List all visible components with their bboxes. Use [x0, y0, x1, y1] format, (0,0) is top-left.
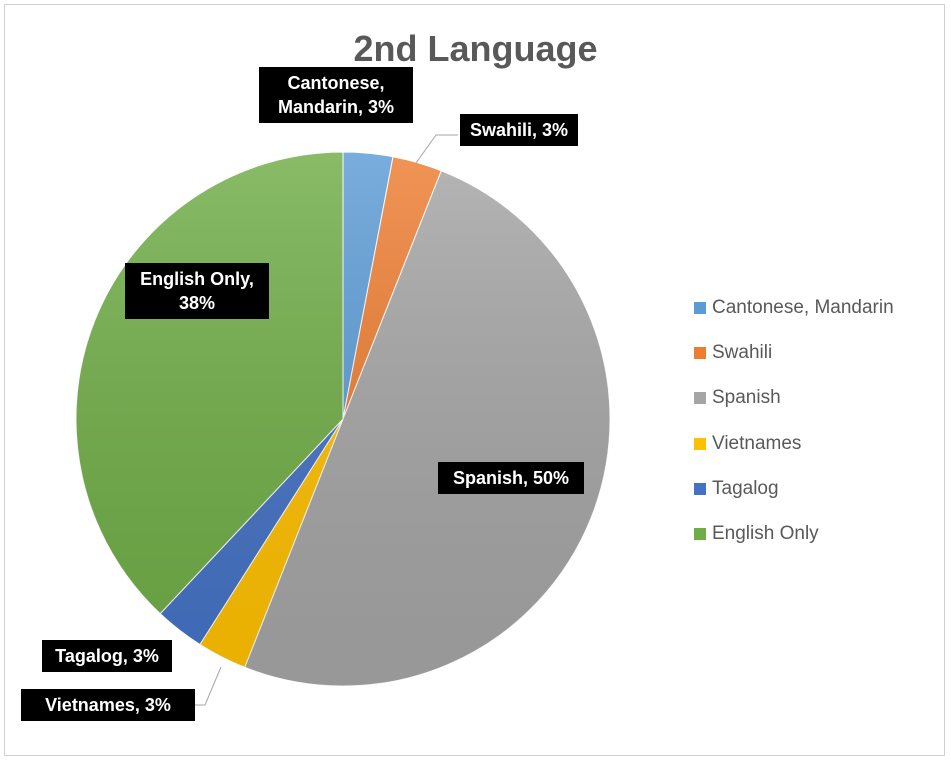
chart-title: 2nd Language: [353, 28, 598, 69]
legend-label: Spanish: [712, 387, 781, 409]
legend-label: English Only: [712, 523, 819, 545]
leader-line: [415, 134, 458, 164]
legend-label: Cantonese, Mandarin: [712, 296, 894, 318]
svg-text:Mandarin, 3%: Mandarin, 3%: [278, 97, 394, 117]
data-label-swahili: Swahili, 3%: [460, 114, 578, 146]
data-label-english-only: English Only, 38%: [125, 263, 269, 319]
legend-swatch: [694, 528, 706, 541]
svg-text:English Only,: English Only,: [140, 269, 254, 289]
svg-text:Cantonese,: Cantonese,: [287, 73, 384, 93]
leader-line: [195, 666, 222, 706]
data-label-cantonese-mandarin: Cantonese, Mandarin, 3%: [259, 67, 413, 123]
legend-swatch: [694, 301, 706, 314]
svg-text:Tagalog, 3%: Tagalog, 3%: [55, 646, 159, 666]
data-label-tagalog: Tagalog, 3%: [42, 640, 172, 672]
legend-item: Swahili: [694, 330, 894, 375]
svg-text:Vietnames, 3%: Vietnames, 3%: [45, 695, 171, 715]
data-label-spanish: Spanish, 50%: [438, 462, 584, 494]
svg-text:38%: 38%: [179, 293, 215, 313]
legend-swatch: [694, 437, 706, 450]
legend-label: Vietnames: [712, 432, 802, 454]
legend-item: Tagalog: [694, 466, 894, 511]
legend-label: Swahili: [712, 341, 773, 363]
legend-item: Vietnames: [694, 421, 894, 466]
svg-text:Swahili, 3%: Swahili, 3%: [470, 120, 568, 140]
data-label-vietnames: Vietnames, 3%: [21, 689, 195, 721]
legend-swatch: [694, 392, 706, 405]
legend-item: Cantonese, Mandarin: [694, 285, 894, 330]
legend: Cantonese, Mandarin Swahili Spanish Vietnam…: [694, 285, 894, 557]
legend-item: Spanish: [694, 376, 894, 421]
legend-swatch: [694, 482, 706, 495]
svg-text:Spanish, 50%: Spanish, 50%: [453, 468, 569, 488]
legend-item: English Only: [694, 511, 894, 556]
legend-label: Tagalog: [712, 477, 779, 499]
legend-swatch: [694, 346, 706, 359]
pie-shading: [76, 152, 610, 686]
